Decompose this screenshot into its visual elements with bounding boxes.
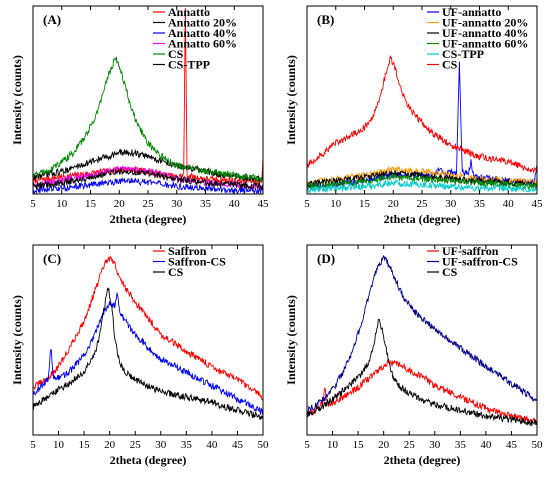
series-line-2 xyxy=(33,148,263,183)
panel-label: (D) xyxy=(317,251,335,266)
legend-entry: Saffron-CS xyxy=(168,255,226,269)
y-axis-label: Intensity (counts) xyxy=(10,55,24,145)
legend-entry: CS xyxy=(168,47,184,61)
legend-entry: Saffron xyxy=(168,244,207,258)
series-line-2 xyxy=(307,255,537,414)
x-tick-label: 25 xyxy=(143,198,155,210)
series-line-1 xyxy=(307,358,537,424)
legend-entry: UF-annatto 40% xyxy=(442,26,528,40)
x-tick-label: 25 xyxy=(130,439,142,451)
x-tick-label: 30 xyxy=(429,439,441,451)
series-line-5 xyxy=(33,56,263,183)
x-tick-label: 15 xyxy=(85,198,97,210)
x-tick-label: 10 xyxy=(330,198,342,210)
panel-label: (A) xyxy=(43,12,61,27)
series-group xyxy=(307,255,537,427)
x-tick-label: 15 xyxy=(79,439,91,451)
x-tick-label: 20 xyxy=(378,439,390,451)
x-tick-label: 30 xyxy=(171,198,183,210)
y-axis-label: Intensity (counts) xyxy=(284,55,298,145)
x-tick-label: 5 xyxy=(30,198,36,210)
x-tick-label: 45 xyxy=(506,439,518,451)
series-line-2 xyxy=(33,292,263,416)
x-tick-label: 35 xyxy=(200,198,212,210)
legend-entry: CS xyxy=(442,58,458,72)
x-tick-label: 25 xyxy=(404,439,416,451)
series-line-3 xyxy=(33,177,263,194)
x-tick-label: 10 xyxy=(53,439,65,451)
legend-entry: CS-TPP xyxy=(168,58,210,72)
x-tick-label: 10 xyxy=(56,198,68,210)
legend-entry: CS-TPP xyxy=(442,47,484,61)
y-axis-label: Intensity (counts) xyxy=(284,295,298,385)
legend-entry: UF-annatto xyxy=(442,5,501,19)
x-tick-label: 40 xyxy=(480,439,492,451)
legend-entry: UF-annatto 20% xyxy=(442,16,528,30)
x-tick-label: 5 xyxy=(304,198,310,210)
legend-entry: Annatto 60% xyxy=(168,37,237,51)
x-tick-label: 45 xyxy=(532,198,544,210)
x-tick-label: 10 xyxy=(327,439,339,451)
legend-entry: UF-annatto 60% xyxy=(442,37,528,51)
x-axis-label: 2theta (degree) xyxy=(384,212,461,226)
plot-frame xyxy=(306,244,538,436)
legend-entry: Annatto xyxy=(168,5,210,19)
chart-panel-4: 5 10 15 20 25 30 35 40 45 50 2theta (degree) Intens… xyxy=(284,244,543,467)
series-line-6 xyxy=(307,55,537,174)
chart-panel-2: 5 10 15 20 25 30 35 40 45 2theta (degree) Intensit… xyxy=(284,5,543,226)
x-tick-label: 20 xyxy=(388,198,400,210)
x-tick-label: 15 xyxy=(353,439,365,451)
x-tick-label: 5 xyxy=(30,439,36,451)
x-axis-label: 2theta (degree) xyxy=(384,453,461,467)
legend-entry: CS xyxy=(442,265,458,279)
x-tick-label: 35 xyxy=(455,439,467,451)
x-tick-label: 40 xyxy=(206,439,218,451)
panel-label: (C) xyxy=(43,251,61,266)
plot-frame xyxy=(32,244,264,436)
series-group xyxy=(33,8,263,194)
x-tick-label: 35 xyxy=(474,198,486,210)
series-line-3 xyxy=(307,318,537,427)
panel-label: (B) xyxy=(317,12,334,27)
legend-entry: CS xyxy=(168,265,184,279)
series-line-6 xyxy=(33,166,263,191)
series-line-1 xyxy=(33,255,263,401)
x-axis-label: 2theta (degree) xyxy=(110,453,187,467)
x-tick-label: 20 xyxy=(104,439,116,451)
x-tick-label: 50 xyxy=(532,439,544,451)
legend-entry: Annatto 20% xyxy=(168,16,237,30)
x-tick-label: 5 xyxy=(304,439,310,451)
chart-panel-3: 5 10 15 20 25 30 35 40 45 50 2theta (degree) Intens… xyxy=(10,244,269,467)
chart-panel-1: 5 10 15 20 25 30 35 40 45 2theta (degree) Intensit… xyxy=(10,5,269,226)
x-tick-label: 25 xyxy=(417,198,429,210)
x-tick-label: 20 xyxy=(114,198,126,210)
legend-entry: UF-saffron-CS xyxy=(442,255,518,269)
x-tick-label: 40 xyxy=(229,198,241,210)
series-group xyxy=(307,55,537,194)
x-tick-label: 45 xyxy=(232,439,244,451)
x-axis-label: 2theta (degree) xyxy=(110,212,187,226)
legend-entry: Annatto 40% xyxy=(168,26,237,40)
legend-entry: UF-saffron xyxy=(442,244,499,258)
x-tick-label: 35 xyxy=(181,439,193,451)
x-tick-label: 30 xyxy=(445,198,457,210)
y-axis-label: Intensity (counts) xyxy=(10,295,24,385)
x-tick-label: 45 xyxy=(258,198,270,210)
series-group xyxy=(33,255,263,421)
series-line-5 xyxy=(307,179,537,194)
x-tick-label: 40 xyxy=(503,198,515,210)
x-tick-label: 30 xyxy=(155,439,167,451)
series-line-3 xyxy=(33,287,263,421)
x-tick-label: 15 xyxy=(359,198,371,210)
x-tick-label: 50 xyxy=(258,439,270,451)
